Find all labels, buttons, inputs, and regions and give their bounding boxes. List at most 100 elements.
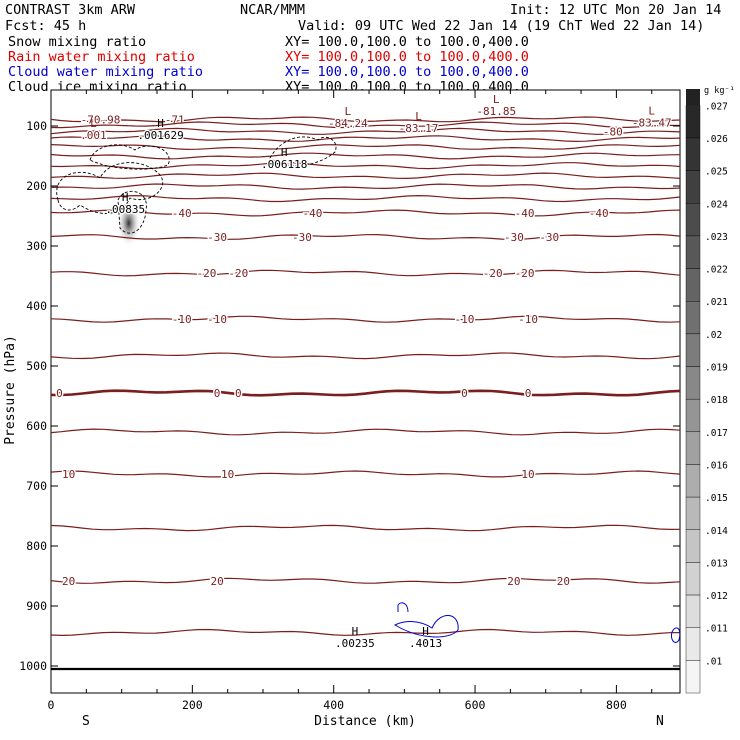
- isotherm-label: -10: [518, 313, 538, 326]
- field-name-cloud-water: Cloud water mixing ratio: [8, 64, 203, 80]
- isotherm-line: [51, 121, 680, 129]
- valid-time: Valid: 09 UTC Wed 22 Jan 14 (19 ChT Wed …: [298, 18, 704, 34]
- isotherm-line: [51, 152, 680, 160]
- colorbar-swatch: [685, 268, 701, 302]
- colorbar-swatch: [685, 105, 701, 139]
- y-tick-label: 600: [26, 419, 47, 433]
- south-end-label: S: [82, 714, 90, 729]
- isotherm-line: [51, 389, 680, 397]
- cloud-ice-outline: [269, 136, 337, 167]
- isotherm-line: [51, 116, 680, 123]
- y-tick-label: 400: [26, 299, 47, 313]
- colorbar-level-label: .025: [705, 167, 728, 178]
- isotherm-label: -20: [197, 267, 217, 280]
- isotherm-label: -10: [455, 313, 475, 326]
- isotherm-label: -80: [603, 125, 623, 138]
- colorbar-swatch: [685, 366, 701, 400]
- extremum-marker: L: [345, 105, 352, 118]
- colorbar-level-label: .026: [705, 134, 728, 145]
- field-name-snow: Snow mixing ratio: [8, 34, 146, 50]
- x-tick-label: 400: [323, 698, 344, 712]
- isotherm-label: 0: [525, 387, 532, 400]
- isotherm-line: [51, 628, 680, 637]
- colorbar-level-label: .01: [705, 656, 722, 667]
- org-label: NCAR/MMM: [240, 2, 305, 18]
- colorbar-level-label: .013: [705, 558, 728, 569]
- y-tick-label: 700: [26, 479, 47, 493]
- extremum-value: .00235: [335, 637, 375, 650]
- forecast-hour: Fcst: 45 h: [5, 18, 86, 34]
- isotherm-label: -70.98: [81, 113, 121, 126]
- isotherm-line: [51, 524, 680, 532]
- isotherm-label: -20: [228, 267, 248, 280]
- isotherm-label: 20: [210, 575, 223, 588]
- colorbar-swatch: [685, 137, 701, 171]
- extremum-value: -84.24: [328, 117, 368, 130]
- colorbar-level-label: .027: [705, 101, 728, 112]
- colorbar-swatch: [685, 431, 701, 465]
- extremum-marker: L: [493, 93, 500, 106]
- cloud-ice-outline: [56, 162, 163, 214]
- field-xy-rain: XY= 100.0,100.0 to 100.0,400.0: [285, 49, 529, 65]
- extremum-marker: H: [281, 146, 288, 159]
- extremum-value: -83.47: [632, 117, 672, 130]
- isotherm-label: 20: [62, 575, 75, 588]
- header: CONTRAST 3km ARW NCAR/MMM Init: 12 UTC M…: [5, 2, 721, 95]
- field-xy-snow: XY= 100.0,100.0 to 100.0,400.0: [285, 34, 529, 50]
- extremum-value: -83.17: [399, 122, 439, 135]
- isotherm-label: -20: [483, 267, 503, 280]
- extremum-marker: L: [415, 110, 422, 123]
- colorbar-swatch: [685, 235, 701, 269]
- colorbar-swatch: [685, 660, 701, 694]
- extremum-marker: H: [157, 117, 164, 130]
- isotherm-label: 10: [521, 468, 534, 481]
- colorbar-swatch: [685, 627, 701, 661]
- isotherm-label: -30: [292, 231, 312, 244]
- isotherm-line: [51, 470, 680, 478]
- y-axis-label: Pressure (hPa): [3, 335, 18, 445]
- extremum-marker: H: [422, 625, 429, 638]
- isotherm-line: [51, 315, 680, 323]
- isotherm-label: -30: [207, 231, 227, 244]
- isotherm-label: -30: [504, 231, 524, 244]
- contour-layer: -70.98 -71-80-40 -40 -40 -40-30 -30 -30 -30-20-…: [51, 93, 680, 671]
- colorbar-level-label: .012: [705, 591, 728, 602]
- y-tick-label: 100: [26, 119, 47, 133]
- colorbar-swatch: [685, 496, 701, 530]
- isotherm-line: [51, 233, 680, 241]
- colorbar: .027 .026 .025 .024 .023 .022 .021 .02 .019 .018.…: [685, 86, 735, 694]
- isotherm-line: [51, 183, 680, 190]
- isotherm-line: [51, 209, 680, 217]
- isotherm-label: 20: [557, 575, 570, 588]
- colorbar-level-label: .015: [705, 493, 728, 504]
- colorbar-swatch: [685, 398, 701, 433]
- colorbar-level-label: .016: [705, 460, 728, 471]
- colorbar-swatch: [685, 333, 701, 367]
- isotherm-line: [51, 577, 680, 584]
- colorbar-swatch: [685, 203, 701, 237]
- isotherm-label: -40: [589, 207, 609, 220]
- extremum-marker: L: [648, 105, 655, 118]
- x-tick-label: 0: [48, 698, 55, 712]
- colorbar-swatch: [685, 170, 701, 204]
- colorbar-level-label: .017: [705, 428, 728, 439]
- extremum-value: .4013: [409, 637, 442, 650]
- colorbar-level-label: .014: [705, 526, 728, 537]
- cloud-ice-outline: [89, 144, 170, 170]
- isotherm-label: 0: [461, 387, 468, 400]
- isotherm-label: -40: [172, 207, 192, 220]
- isotherm-line: [51, 172, 680, 180]
- colorbar-swatch: [685, 594, 701, 628]
- isotherm-label: -40: [303, 207, 323, 220]
- isotherm-label: 20: [507, 575, 520, 588]
- isotherm-line: [51, 127, 680, 135]
- x-tick-label: 200: [182, 698, 203, 712]
- colorbar-level-label: .018: [705, 395, 728, 406]
- y-tick-label: 500: [26, 359, 47, 373]
- colorbar-swatch: [685, 562, 701, 596]
- extremum-marker: H: [122, 191, 129, 204]
- extremum-marker: H: [352, 625, 359, 638]
- extremum-marker: L: [90, 117, 97, 130]
- extremum-value: -81.85: [476, 105, 516, 118]
